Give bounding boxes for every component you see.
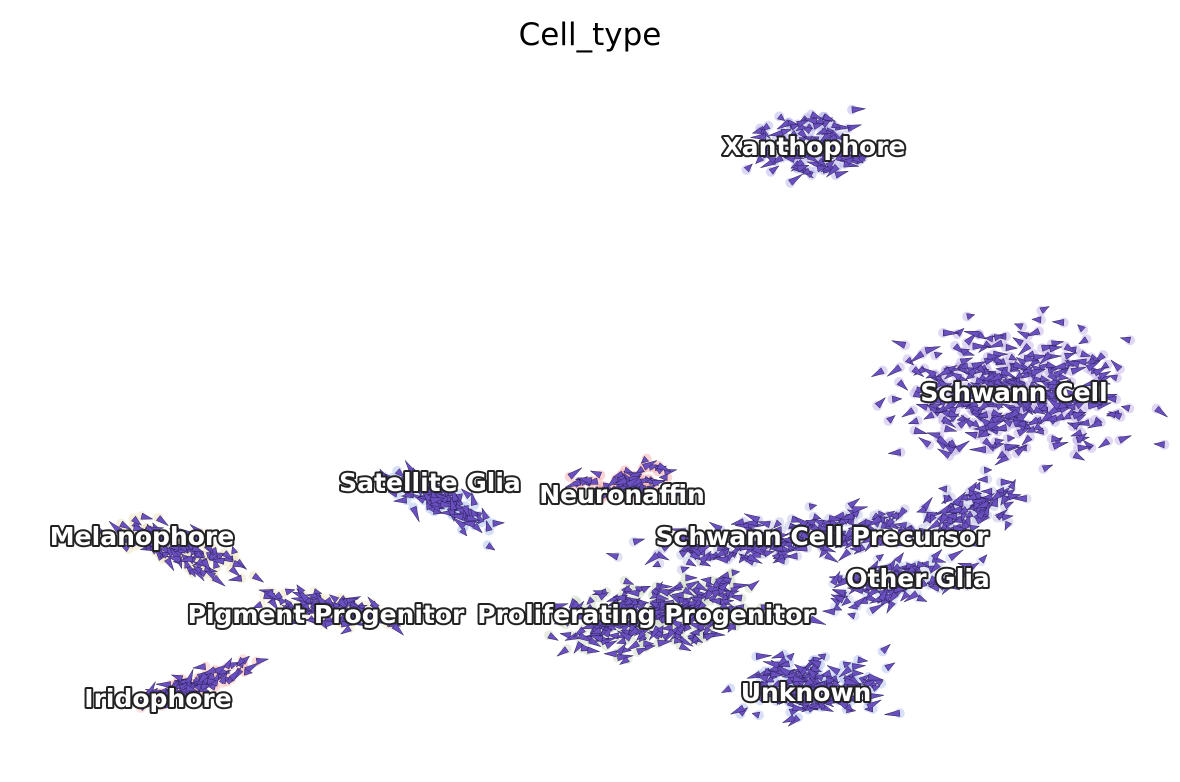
velocity-arrow <box>1118 435 1132 444</box>
velocity-arrow <box>1051 319 1065 327</box>
velocity-arrow <box>657 640 673 647</box>
velocity-arrows <box>97 106 1168 727</box>
velocity-arrow <box>926 432 941 440</box>
velocity-arrow <box>492 519 506 528</box>
velocity-arrow <box>140 512 154 520</box>
cluster-label: Neuronaffin <box>539 480 705 509</box>
velocity-arrow <box>869 603 885 615</box>
velocity-arrow <box>1005 343 1019 352</box>
velocity-arrow <box>587 646 601 654</box>
velocity-arrow <box>1052 441 1069 450</box>
cluster-label: Unknown <box>741 678 872 707</box>
velocity-arrow <box>834 170 849 179</box>
cluster-label: Xanthophore <box>722 132 905 161</box>
velocity-arrow <box>969 446 986 454</box>
velocity-arrow <box>964 432 978 439</box>
velocity-arrow <box>755 653 772 660</box>
velocity-arrow <box>712 556 729 564</box>
velocity-arrow <box>605 553 620 561</box>
velocity-arrow <box>771 650 785 659</box>
cluster-label: Schwann Cell <box>920 378 1107 407</box>
velocity-arrow <box>913 427 928 434</box>
velocity-arrow <box>857 656 869 664</box>
velocity-arrow <box>851 663 866 671</box>
velocity-arrow <box>255 658 270 665</box>
velocity-arrow <box>884 709 901 717</box>
velocity-arrow <box>1152 441 1165 449</box>
cluster-label: Melanophore <box>50 522 234 551</box>
velocity-arrow <box>603 650 617 658</box>
velocity-arrow <box>976 475 988 483</box>
velocity-arrow <box>821 608 836 616</box>
velocity-arrow <box>887 448 902 456</box>
cluster-label: Schwann Cell Precursor <box>656 522 990 551</box>
velocity-arrow <box>632 538 646 546</box>
cluster-label: Proliferating Progenitor <box>477 600 815 629</box>
cluster-label: Pigment Progenitor <box>188 600 465 629</box>
cluster-label: Satellite Glia <box>339 468 521 497</box>
velocity-arrow <box>886 364 902 377</box>
cluster-label: Other Glia <box>846 564 990 593</box>
velocity-arrow <box>892 395 903 403</box>
velocity-arrow <box>948 549 964 562</box>
cluster-label: Iridophore <box>84 684 231 713</box>
velocity-arrow <box>192 663 206 670</box>
velocity-arrow <box>1049 345 1063 353</box>
chart-title: Cell_type <box>519 17 662 53</box>
velocity-arrow <box>851 106 866 114</box>
velocity-arrow <box>481 507 490 521</box>
